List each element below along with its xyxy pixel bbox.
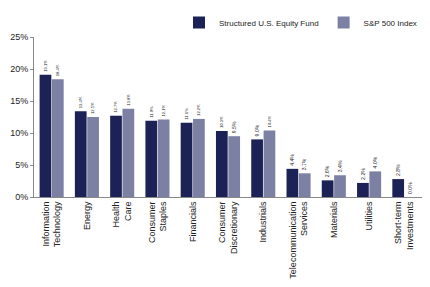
svg-text:Utilities: Utilities	[364, 201, 374, 231]
svg-text:3.4%: 3.4%	[337, 160, 343, 172]
svg-text:S&P 500 Index: S&P 500 Index	[364, 19, 417, 28]
svg-text:2.6%: 2.6%	[324, 165, 330, 177]
svg-text:12.1%: 12.1%	[161, 105, 166, 117]
svg-text:12.2%: 12.2%	[196, 104, 201, 116]
svg-text:Industrials: Industrials	[258, 201, 268, 243]
svg-text:11.6%: 11.6%	[184, 108, 189, 120]
svg-text:InformationTechnology: InformationTechnology	[41, 201, 63, 247]
svg-text:ConsumerDiscretionary: ConsumerDiscretionary	[217, 201, 239, 254]
svg-text:9.5%: 9.5%	[231, 121, 237, 133]
svg-text:11.9%: 11.9%	[149, 106, 154, 118]
svg-text:Structured U.S. Equity Fund: Structured U.S. Equity Fund	[219, 19, 319, 28]
svg-text:2.2%: 2.2%	[360, 168, 366, 180]
svg-text:4.4%: 4.4%	[289, 154, 295, 166]
svg-text:9.0%: 9.0%	[254, 124, 260, 136]
svg-text:Short-termInvestments: Short-termInvestments	[393, 201, 415, 250]
svg-text:10%: 10%	[10, 128, 28, 138]
svg-text:19.1%: 19.1%	[43, 60, 48, 72]
svg-text:3.7%: 3.7%	[301, 158, 307, 170]
svg-text:Financials: Financials	[188, 201, 198, 242]
svg-text:HealthCare: HealthCare	[111, 202, 133, 228]
svg-text:5%: 5%	[15, 160, 28, 170]
svg-text:18.4%: 18.4%	[55, 64, 60, 76]
svg-text:13.8%: 13.8%	[126, 94, 131, 106]
svg-text:12.7%: 12.7%	[113, 101, 118, 113]
svg-text:TelecommunicationServices: TelecommunicationServices	[288, 201, 310, 279]
svg-text:Energy: Energy	[82, 201, 92, 230]
svg-text:12.5%: 12.5%	[90, 102, 95, 114]
svg-text:10.3%: 10.3%	[219, 116, 224, 128]
svg-text:13.4%: 13.4%	[78, 96, 83, 108]
svg-text:15%: 15%	[10, 96, 28, 106]
svg-text:4.0%: 4.0%	[372, 156, 378, 168]
svg-text:20%: 20%	[10, 64, 28, 74]
svg-text:10.4%: 10.4%	[267, 115, 272, 127]
svg-text:25%: 25%	[10, 32, 28, 42]
svg-text:0.0%: 0.0%	[407, 182, 413, 194]
svg-text:ConsumerStaples: ConsumerStaples	[147, 201, 169, 243]
svg-text:2.8%: 2.8%	[395, 164, 401, 176]
svg-text:Materials: Materials	[329, 201, 339, 238]
svg-text:0%: 0%	[15, 192, 28, 202]
